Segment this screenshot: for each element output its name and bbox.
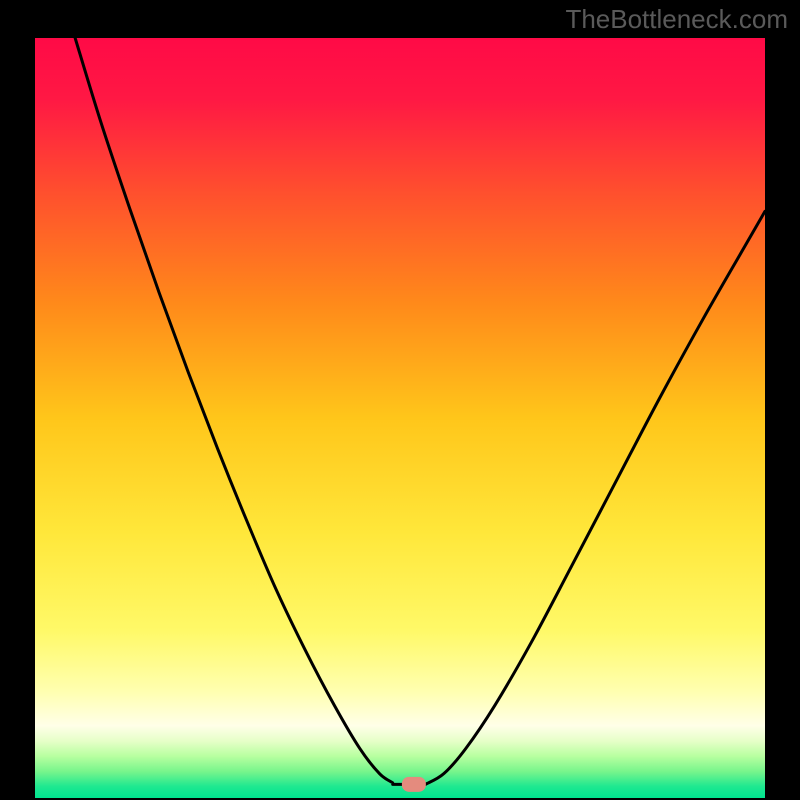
plot-area <box>35 38 765 798</box>
watermark-text: TheBottleneck.com <box>565 4 788 35</box>
gradient-background <box>35 38 765 798</box>
minimum-marker <box>402 777 426 792</box>
figure-stage: TheBottleneck.com <box>0 0 800 800</box>
plot-svg <box>35 38 765 798</box>
